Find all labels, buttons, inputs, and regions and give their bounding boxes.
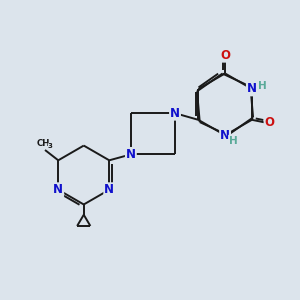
Text: H: H [229,136,238,146]
Text: O: O [265,116,275,129]
Text: N: N [53,183,63,196]
Text: H: H [258,81,266,91]
Text: O: O [220,49,230,62]
Text: 3: 3 [48,143,53,149]
Text: CH: CH [37,139,50,148]
Text: N: N [104,183,114,196]
Text: N: N [247,82,257,95]
Text: N: N [220,129,230,142]
Text: N: N [170,107,180,120]
Text: N: N [126,148,136,161]
